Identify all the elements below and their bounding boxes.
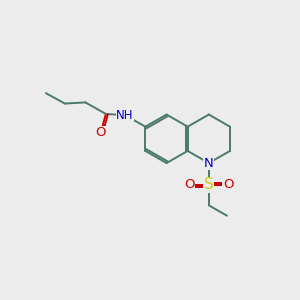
Text: O: O xyxy=(95,126,106,140)
Text: NH: NH xyxy=(116,109,134,122)
Text: O: O xyxy=(184,178,194,191)
Text: O: O xyxy=(223,178,234,191)
Text: S: S xyxy=(204,178,214,193)
Text: N: N xyxy=(204,157,214,169)
